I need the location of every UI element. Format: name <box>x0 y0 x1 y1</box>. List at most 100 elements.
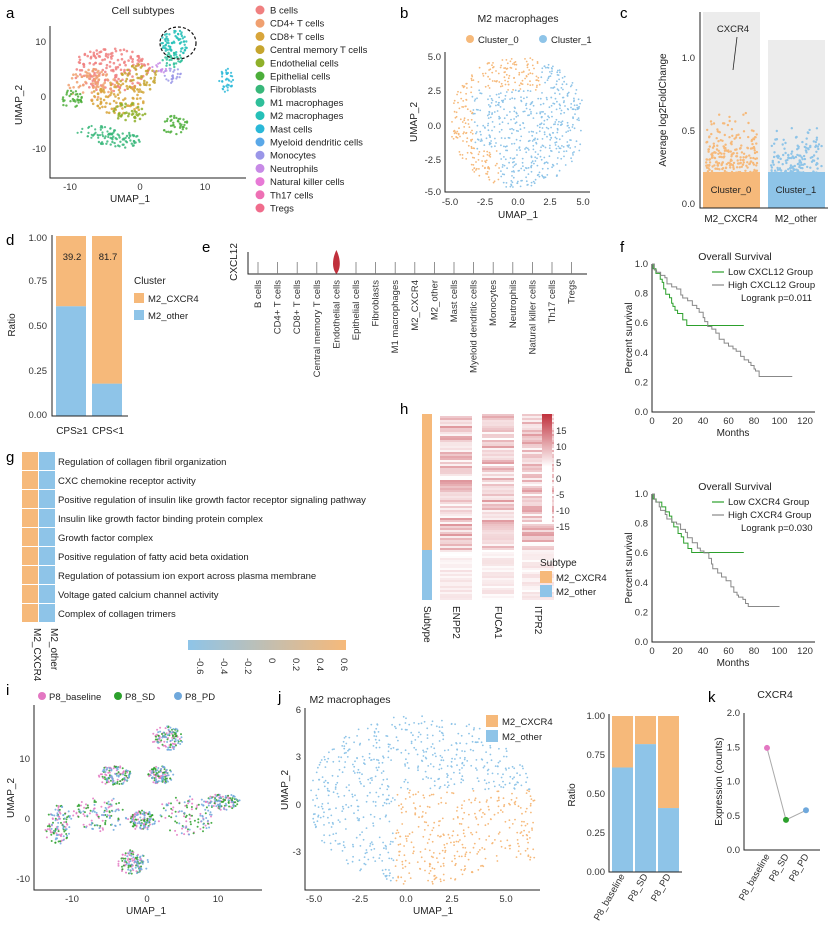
a-point-b-cells <box>78 69 82 72</box>
j-point <box>447 784 450 787</box>
b-point <box>566 108 569 110</box>
i-point <box>146 828 149 831</box>
j-point <box>517 842 519 845</box>
a-point-m2 <box>167 41 170 45</box>
b-point <box>471 95 474 98</box>
a-point-m2 <box>178 29 182 33</box>
i-point <box>151 770 154 773</box>
j-point <box>358 743 361 746</box>
i-point <box>129 864 132 867</box>
j-point <box>493 785 496 788</box>
j-point <box>456 810 458 812</box>
h-heat-cell <box>522 532 554 534</box>
i-point <box>124 852 127 855</box>
a-point-cd8 <box>104 95 108 98</box>
b-point <box>511 127 513 130</box>
a-point-epithelial <box>62 103 65 107</box>
h-heat-cell <box>522 432 554 434</box>
a-point-m2 <box>169 45 172 49</box>
h-heat-cell <box>482 508 514 510</box>
a-point-cm-t <box>145 81 149 84</box>
b-point <box>503 164 506 167</box>
i-point <box>169 829 171 832</box>
i-point <box>183 833 186 836</box>
a-point-fibroblasts <box>90 136 93 139</box>
b-point <box>505 182 508 184</box>
c-dot-m2-cxcr4 <box>748 154 751 157</box>
b-point <box>485 159 488 162</box>
k-ytick: 1.0 <box>727 777 740 788</box>
j-point <box>434 752 436 755</box>
i-point <box>89 809 92 812</box>
i-point <box>180 736 183 739</box>
j-point <box>502 773 504 776</box>
b-point <box>576 104 578 107</box>
c-dot-m2-cxcr4 <box>718 151 722 154</box>
i-point <box>143 813 146 816</box>
j-point <box>356 757 358 760</box>
b-point <box>573 99 575 102</box>
c-dot-m2-other <box>784 169 787 172</box>
j-point <box>395 859 398 861</box>
a-point-cm-t <box>155 69 158 73</box>
j-point <box>400 803 403 806</box>
b-point <box>471 132 474 135</box>
a-point-b-cells <box>129 56 133 60</box>
b-point <box>462 106 465 108</box>
h-heat-cell <box>440 528 472 530</box>
j-point <box>314 823 317 826</box>
a-point-cd4 <box>97 78 100 82</box>
a-legend-label: CD8+ T cells <box>270 32 325 43</box>
a-point-epithelial <box>165 119 169 123</box>
i-point <box>149 813 152 816</box>
j-point <box>496 860 499 862</box>
a-point-fibroblasts <box>103 137 106 140</box>
j-point <box>438 726 441 728</box>
j-point <box>461 873 464 876</box>
c-dot-m2-cxcr4 <box>709 120 713 123</box>
i-point <box>164 816 167 819</box>
j-point <box>382 841 384 844</box>
b-point <box>457 132 460 135</box>
a-legend-label: Th17 cells <box>270 190 314 201</box>
j-point <box>342 740 345 743</box>
i-point <box>99 824 102 827</box>
a-point-m2 <box>182 51 185 55</box>
c-dot-m2-other <box>770 169 773 172</box>
j-point <box>459 757 462 759</box>
i-point <box>121 767 124 770</box>
c-box-label: Cluster_1 <box>776 185 817 196</box>
h-heat-cell <box>522 506 554 508</box>
g-term-label: Positive regulation of insulin like grow… <box>58 495 366 506</box>
h-heat-cell <box>482 570 514 572</box>
i-point <box>101 775 104 778</box>
a-point-fibroblasts <box>101 133 104 136</box>
a-point-epithelial <box>172 121 175 125</box>
i-point <box>46 825 49 828</box>
i-point <box>183 815 185 818</box>
i-point <box>219 805 222 807</box>
a-legend-dot <box>255 111 265 121</box>
b-point <box>473 167 476 170</box>
a-point-fibroblasts <box>99 142 103 145</box>
i-point <box>163 768 166 771</box>
j-point <box>524 810 527 813</box>
i-point <box>230 794 233 796</box>
c-dot-m2-cxcr4 <box>724 166 728 169</box>
a-point-fibroblasts <box>132 139 136 143</box>
j-point <box>419 733 422 736</box>
b-point <box>481 160 483 162</box>
j-point <box>378 857 381 859</box>
j-point <box>519 807 522 809</box>
i-point <box>104 819 107 822</box>
j-bar-ytick: 0.50 <box>587 789 606 800</box>
h-heat-cell <box>440 592 472 594</box>
j-point <box>384 868 387 871</box>
j-point <box>358 859 361 862</box>
i-point <box>166 734 169 736</box>
a-point-cd8 <box>102 88 105 92</box>
j-point <box>352 845 355 848</box>
h-heat-cell <box>522 572 554 574</box>
i-point <box>202 804 205 807</box>
j-point <box>497 812 499 814</box>
